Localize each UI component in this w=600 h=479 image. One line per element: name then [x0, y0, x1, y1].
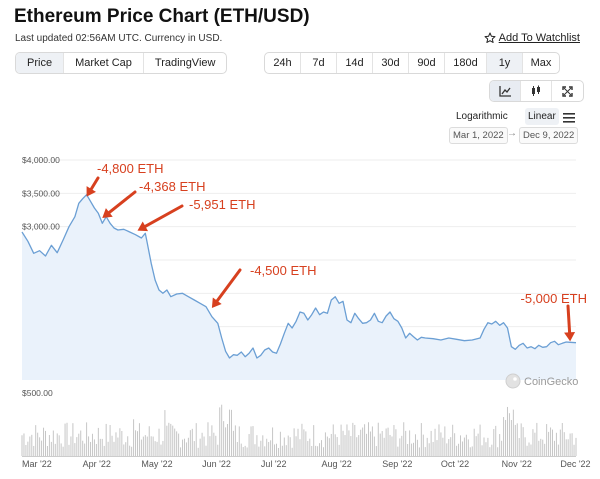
annotation-label: -5,951 ETH: [189, 197, 255, 212]
x-tick-label: Oct '22: [441, 459, 469, 469]
time-range-tabs: 24h 7d 14d 30d 90d 180d 1y Max: [264, 52, 560, 74]
date-from-input[interactable]: Mar 1, 2022: [449, 127, 508, 144]
volume-axis-label: $500.00: [22, 388, 53, 398]
chart-type-toggle: [489, 80, 584, 102]
x-tick-label: Sep '22: [382, 459, 412, 469]
candlestick-icon: [532, 85, 540, 96]
page-title: Ethereum Price Chart (ETH/USD): [14, 6, 310, 27]
range-90d[interactable]: 90d: [409, 53, 445, 73]
range-7d[interactable]: 7d: [301, 53, 337, 73]
x-tick-label: Jun '22: [202, 459, 231, 469]
fullscreen-icon: [562, 85, 573, 97]
x-tick-label: Aug '22: [322, 459, 352, 469]
annotation-arrow-shaft: [107, 190, 137, 214]
price-line: [21, 194, 577, 359]
annotation-arrow-head: [137, 221, 149, 232]
tab-price[interactable]: Price: [16, 53, 65, 73]
line-chart-icon: [498, 85, 511, 97]
fullscreen-button[interactable]: [552, 81, 583, 101]
price-chart[interactable]: $4,000.00$3,500.00$3,000.00$2,500.00$2,0…: [0, 150, 600, 479]
y-tick-label: $4,000.00: [22, 155, 60, 165]
range-30d[interactable]: 30d: [373, 53, 409, 73]
annotation-arrow-shaft: [89, 176, 100, 191]
candlestick-button[interactable]: [521, 81, 552, 101]
star-icon: [484, 32, 496, 43]
tab-tradingview[interactable]: TradingView: [154, 57, 216, 69]
x-tick-label: May '22: [141, 459, 172, 469]
x-tick-label: Nov '22: [502, 459, 532, 469]
annotation-arrow-head: [211, 297, 222, 308]
hamburger-menu-icon: [563, 113, 575, 123]
price-area: [22, 194, 576, 380]
line-chart-button[interactable]: [490, 81, 521, 101]
linear-scale-button[interactable]: Linear: [525, 108, 559, 125]
annotation-label: -4,500 ETH: [250, 263, 316, 278]
annotation-label: -4,368 ETH: [139, 179, 205, 194]
range-14d[interactable]: 14d: [337, 53, 373, 73]
annotation-arrow-head: [102, 208, 113, 218]
y-tick-label: $3,000.00: [22, 222, 60, 232]
x-tick-label: Jul '22: [261, 459, 287, 469]
chart-menu-button[interactable]: [563, 110, 575, 128]
chart-view-tabs: Price Market Cap TradingView: [15, 52, 228, 74]
coingecko-logo-eye: [513, 377, 517, 381]
coingecko-watermark: CoinGecko: [524, 376, 578, 388]
date-to-input[interactable]: Dec 9, 2022: [519, 127, 579, 144]
coingecko-logo-icon: [505, 373, 521, 389]
last-updated-text: Last updated 02:56AM UTC. Currency in US…: [15, 33, 223, 44]
x-tick-label: Dec '22: [560, 459, 590, 469]
annotation-arrow-shaft: [566, 304, 572, 334]
annotation-arrow-head: [564, 332, 576, 342]
range-180d[interactable]: 180d: [445, 53, 487, 73]
annotation-arrow-shaft: [143, 204, 184, 228]
annotation-label: -4,800 ETH: [97, 161, 163, 176]
logarithmic-scale-button[interactable]: Logarithmic: [456, 111, 508, 122]
range-24h[interactable]: 24h: [265, 53, 301, 73]
tab-market-cap[interactable]: Market Cap: [64, 53, 144, 73]
add-to-watchlist-label: Add To Watchlist: [498, 32, 580, 44]
range-1y[interactable]: 1y: [487, 53, 523, 73]
x-tick-label: Mar '22: [22, 459, 52, 469]
annotation-arrow-shaft: [215, 268, 242, 303]
x-tick-label: Apr '22: [83, 459, 111, 469]
annotation-arrow-head: [86, 186, 96, 197]
range-max[interactable]: Max: [530, 57, 552, 69]
annotation-label: -5,000 ETH: [521, 291, 587, 306]
y-tick-label: $3,500.00: [22, 188, 60, 198]
add-to-watchlist-link[interactable]: Add To Watchlist: [484, 32, 580, 44]
date-range-arrow: →: [507, 128, 517, 139]
